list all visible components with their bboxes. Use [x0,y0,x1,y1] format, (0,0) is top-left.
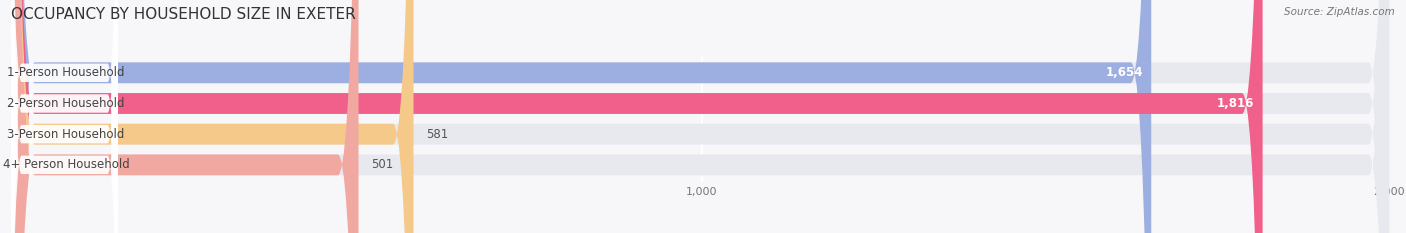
FancyBboxPatch shape [14,0,1389,233]
FancyBboxPatch shape [14,0,1152,233]
Text: 3-Person Household: 3-Person Household [7,128,125,141]
Text: Source: ZipAtlas.com: Source: ZipAtlas.com [1284,7,1395,17]
Text: 501: 501 [371,158,394,171]
FancyBboxPatch shape [11,0,118,233]
Text: 1-Person Household: 1-Person Household [7,66,125,79]
Text: 2-Person Household: 2-Person Household [7,97,125,110]
FancyBboxPatch shape [14,0,1389,233]
Text: 581: 581 [426,128,449,141]
FancyBboxPatch shape [11,0,118,233]
FancyBboxPatch shape [14,0,1389,233]
FancyBboxPatch shape [11,0,118,233]
FancyBboxPatch shape [14,0,413,233]
FancyBboxPatch shape [11,0,118,233]
FancyBboxPatch shape [14,0,1389,233]
Text: 4+ Person Household: 4+ Person Household [3,158,129,171]
Text: 1,816: 1,816 [1218,97,1254,110]
FancyBboxPatch shape [14,0,359,233]
FancyBboxPatch shape [14,0,1263,233]
Text: 1,654: 1,654 [1105,66,1143,79]
Text: OCCUPANCY BY HOUSEHOLD SIZE IN EXETER: OCCUPANCY BY HOUSEHOLD SIZE IN EXETER [11,7,356,22]
